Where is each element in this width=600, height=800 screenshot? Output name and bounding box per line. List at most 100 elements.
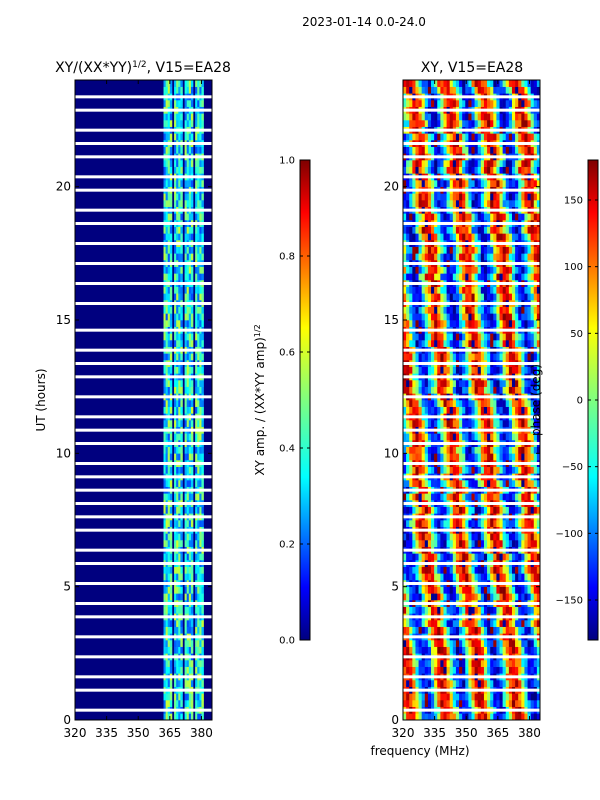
amp-cell — [195, 273, 198, 281]
phase-cell — [443, 213, 447, 221]
amp-cell — [188, 213, 192, 221]
phase-cell — [459, 320, 463, 327]
phase-cell — [536, 620, 541, 627]
phase-cell — [418, 400, 422, 407]
amp-cell — [195, 80, 198, 87]
phase-cell — [530, 506, 535, 514]
phase-cell — [496, 353, 500, 361]
phase-cell — [471, 253, 475, 261]
amp-cell — [186, 246, 190, 254]
amp-cell — [165, 506, 169, 514]
phase-cell — [493, 273, 497, 281]
phase-cell — [468, 713, 472, 721]
amp-cell — [169, 533, 173, 541]
amp-cell — [190, 286, 194, 294]
phase-cell — [427, 286, 432, 294]
amp-cell — [176, 293, 179, 301]
phase-cell — [533, 226, 538, 234]
amp-cell — [163, 306, 166, 314]
phase-cell — [502, 286, 507, 294]
amp-cell — [186, 566, 190, 574]
amp-cell — [165, 533, 169, 541]
amp-cell — [180, 566, 183, 574]
phase-cell — [409, 606, 413, 614]
phase-cell — [490, 313, 494, 321]
amp-cell — [167, 213, 171, 221]
amp-cell — [195, 620, 198, 627]
amp-cell — [163, 493, 166, 501]
phase-cell — [477, 553, 482, 561]
amp-cell — [197, 406, 200, 414]
phase-cell — [418, 306, 422, 314]
phase-cell — [496, 573, 500, 581]
amp-cell — [184, 420, 188, 427]
phase-cell — [487, 480, 491, 487]
phase-cell — [483, 646, 488, 654]
phase-cell — [455, 286, 460, 294]
phase-cell — [527, 566, 531, 574]
amp-cell — [163, 160, 166, 167]
phase-cell — [465, 233, 469, 241]
phase-cell — [418, 693, 422, 701]
phase-cell — [508, 233, 513, 241]
phase-cell — [452, 620, 457, 627]
amp-flag-gap — [75, 515, 212, 519]
amp-cell — [197, 480, 200, 487]
amp-cell — [169, 553, 173, 561]
phase-cell — [434, 306, 438, 314]
amp-cell — [180, 620, 183, 627]
amp-cell — [186, 693, 190, 701]
phase-cell — [412, 593, 416, 601]
phase-cell — [474, 646, 479, 654]
phase-cell — [536, 306, 541, 314]
phase-cell — [437, 333, 441, 341]
phase-cell — [474, 320, 479, 327]
phase-cell — [518, 646, 522, 654]
phase-cell — [496, 313, 500, 321]
phase-cell — [499, 640, 503, 647]
phase-cell — [471, 713, 475, 721]
phase-cell — [515, 480, 519, 487]
amp-cell — [180, 180, 183, 187]
phase-cell — [493, 660, 497, 667]
amp-cell — [201, 566, 204, 574]
phase-cell — [533, 380, 538, 387]
phase-cell — [455, 533, 460, 541]
amp-cell — [174, 320, 177, 327]
phase-cell — [474, 406, 479, 414]
phase-cell — [449, 480, 454, 487]
phase-cell — [511, 493, 516, 501]
phase-cell — [505, 466, 510, 474]
phase-cell — [477, 606, 482, 614]
phase-cell — [434, 453, 438, 461]
amp-cell — [184, 86, 188, 94]
phase-cell — [449, 646, 454, 654]
phase-cell — [440, 433, 444, 441]
phase-cell — [477, 266, 482, 274]
phase-cell — [465, 586, 469, 594]
phase-cell — [465, 606, 469, 614]
phase-cell — [499, 313, 503, 321]
phase-cell — [434, 660, 438, 667]
amp-cell — [190, 233, 194, 241]
phase-cell — [455, 353, 460, 361]
phase-cell — [505, 620, 510, 627]
phase-cell — [511, 420, 516, 427]
phase-cell — [487, 620, 491, 627]
amp-flag-gap — [75, 375, 212, 379]
phase-cell — [505, 253, 510, 261]
phase-cell — [521, 640, 525, 647]
amp-cell — [199, 353, 202, 361]
amp-cell — [174, 353, 177, 361]
amp-cell — [188, 226, 192, 234]
phase-cell — [527, 433, 531, 441]
amp-cell — [176, 233, 179, 241]
phase-cell — [424, 406, 429, 414]
amp-cell — [188, 700, 192, 707]
amp-cell — [176, 380, 179, 387]
phase-cell — [524, 466, 528, 474]
amp-cell — [169, 113, 173, 121]
phase-cell — [505, 380, 510, 387]
phase-cell — [424, 566, 429, 574]
phase-cell — [483, 446, 488, 454]
